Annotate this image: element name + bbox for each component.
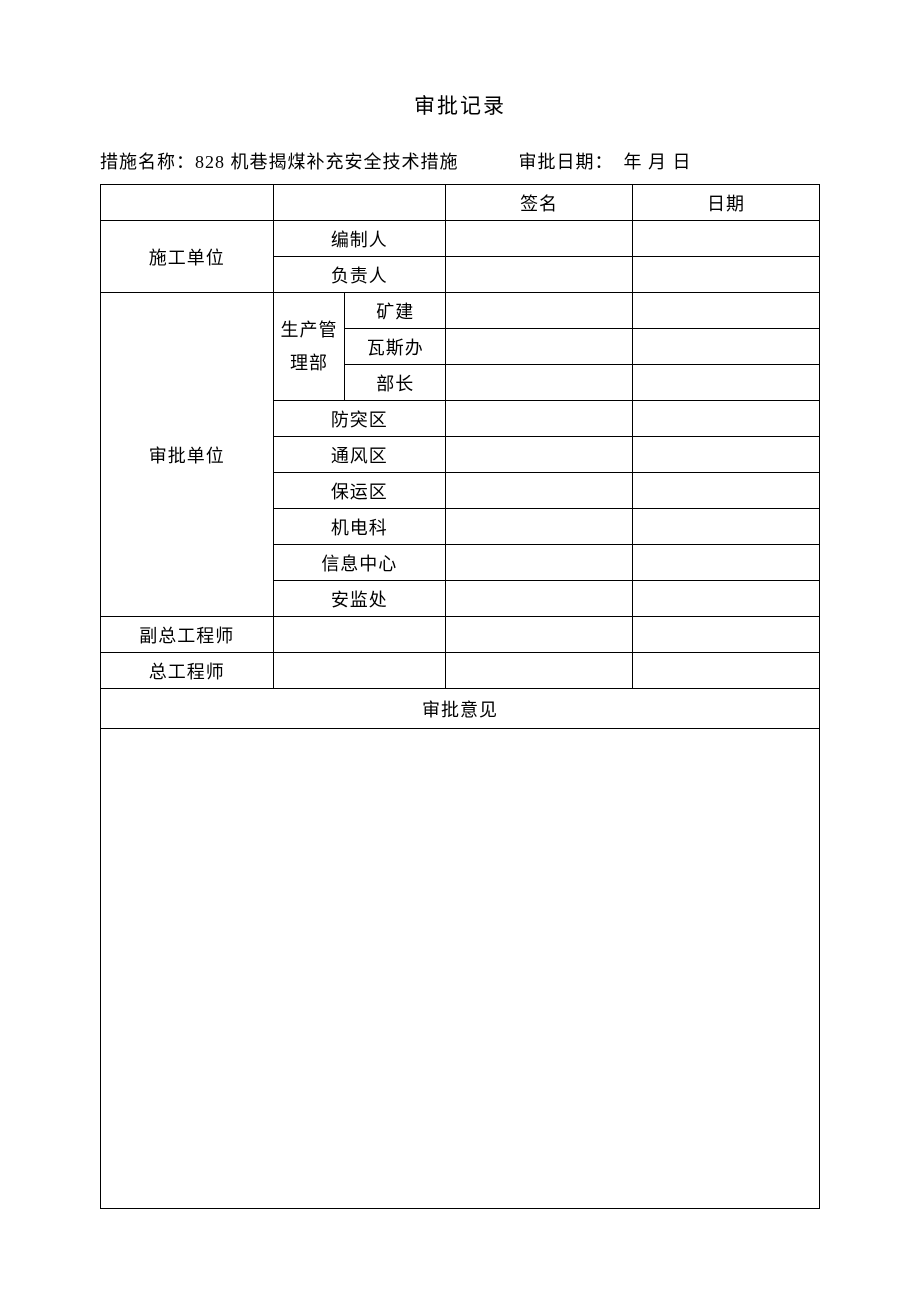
opinion-header-row: 审批意见 — [101, 689, 820, 729]
signature-cell — [446, 617, 633, 653]
opinion-body — [101, 729, 820, 1209]
table-row: 总工程师 — [101, 653, 820, 689]
date-cell — [633, 221, 820, 257]
empty-cell — [273, 617, 446, 653]
production-dept-label: 生产管理部 — [273, 293, 345, 401]
approval-unit-label: 审批单位 — [101, 293, 274, 617]
chief-label: 总工程师 — [101, 653, 274, 689]
empty-cell — [273, 653, 446, 689]
signature-cell — [446, 329, 633, 365]
signature-header: 签名 — [446, 185, 633, 221]
deputy-chief-label: 副总工程师 — [101, 617, 274, 653]
date-cell — [633, 257, 820, 293]
signature-cell — [446, 365, 633, 401]
signature-cell — [446, 401, 633, 437]
table-row: 副总工程师 — [101, 617, 820, 653]
approval-date-label: 审批日期： — [519, 148, 614, 174]
approval-table: 签名 日期 施工单位 编制人 负责人 审批单位 生产管理部 矿建 瓦斯办 部长 … — [100, 184, 820, 1209]
signature-cell — [446, 581, 633, 617]
table-row: 施工单位 编制人 — [101, 221, 820, 257]
role-cell: 编制人 — [273, 221, 446, 257]
role-cell: 矿建 — [345, 293, 446, 329]
date-cell — [633, 293, 820, 329]
measure-name: 828 机巷揭煤补充安全技术措施 — [195, 148, 459, 174]
date-cell — [633, 473, 820, 509]
date-cell — [633, 617, 820, 653]
signature-cell — [446, 653, 633, 689]
table-header-row: 签名 日期 — [101, 185, 820, 221]
opinion-label: 审批意见 — [101, 689, 820, 729]
date-header: 日期 — [633, 185, 820, 221]
role-cell: 通风区 — [273, 437, 446, 473]
role-cell: 安监处 — [273, 581, 446, 617]
date-cell — [633, 581, 820, 617]
signature-cell — [446, 221, 633, 257]
date-cell — [633, 509, 820, 545]
empty-cell — [101, 185, 274, 221]
role-cell: 信息中心 — [273, 545, 446, 581]
date-cell — [633, 437, 820, 473]
empty-cell — [273, 185, 446, 221]
signature-cell — [446, 257, 633, 293]
signature-cell — [446, 293, 633, 329]
opinion-body-row — [101, 729, 820, 1209]
role-cell: 机电科 — [273, 509, 446, 545]
role-cell: 保运区 — [273, 473, 446, 509]
role-cell: 瓦斯办 — [345, 329, 446, 365]
date-cell — [633, 365, 820, 401]
date-cell — [633, 329, 820, 365]
role-cell: 防突区 — [273, 401, 446, 437]
signature-cell — [446, 545, 633, 581]
role-cell: 部长 — [345, 365, 446, 401]
role-cell: 负责人 — [273, 257, 446, 293]
signature-cell — [446, 509, 633, 545]
signature-cell — [446, 473, 633, 509]
date-cell — [633, 545, 820, 581]
measure-label: 措施名称： — [100, 148, 195, 174]
header-line: 措施名称： 828 机巷揭煤补充安全技术措施 审批日期： 年 月 日 — [100, 148, 820, 174]
signature-cell — [446, 437, 633, 473]
date-cell — [633, 401, 820, 437]
table-row: 审批单位 生产管理部 矿建 — [101, 293, 820, 329]
date-cell — [633, 653, 820, 689]
construction-unit-label: 施工单位 — [101, 221, 274, 293]
approval-date-value: 年 月 日 — [624, 148, 692, 174]
document-title: 审批记录 — [100, 90, 820, 120]
